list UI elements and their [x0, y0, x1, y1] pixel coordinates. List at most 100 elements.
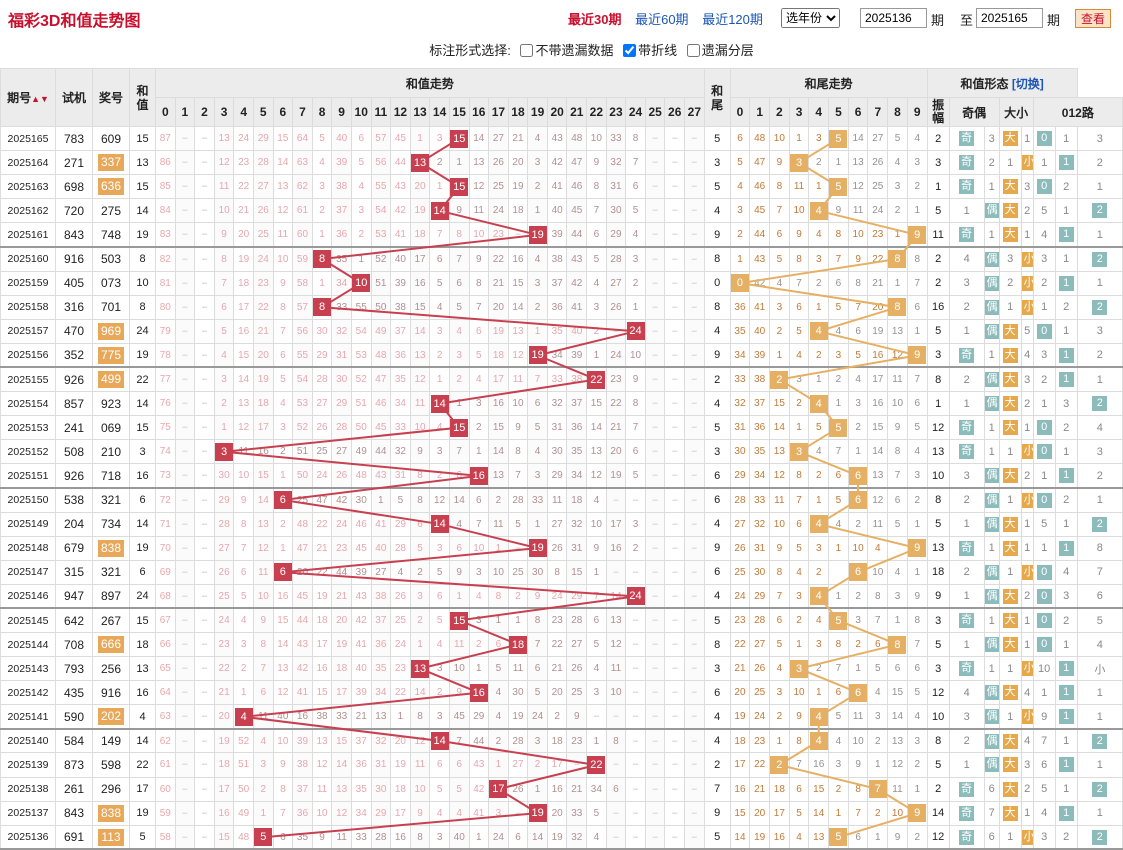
sum-cell: 13 [129, 150, 156, 176]
sum-miss-cell: 48 [292, 511, 313, 537]
table-row: 2025147 315 321 6 69 ━ ━ 26 6 11 6 20 22 44 39 27 4 2 5 9 3 1… [0, 559, 1123, 585]
shiji-cell: 261 [55, 776, 93, 802]
sum-miss-cell: 9 [507, 415, 529, 441]
lu-cell: 1 [1054, 704, 1078, 730]
switch-link[interactable]: [切换] [1011, 76, 1044, 91]
layer-checkbox[interactable] [686, 44, 700, 57]
sum-miss-cell: 10 [468, 535, 490, 561]
daxiao-cell-badge: 小 [1022, 661, 1033, 677]
daxiao-cell-badge: 大 [1002, 757, 1018, 773]
sum-col-4: 4 [233, 97, 254, 127]
sum-miss-cell: ━ [625, 487, 646, 513]
sum-miss-cell: 3 [448, 342, 470, 369]
sum-miss-cell: 83 [155, 222, 176, 248]
lu-badge: 0 [1036, 323, 1052, 339]
lu-cell: 1 [1054, 535, 1078, 561]
lu-cell: 1 [1032, 680, 1056, 706]
sum-hit-marker: 4 [234, 707, 253, 726]
tail-miss-cell: 6 [729, 125, 751, 152]
option-layer[interactable]: 遗漏分层 [686, 43, 754, 58]
jianghao-cell: 321 [92, 559, 130, 585]
jiou-cell: 4 [948, 680, 985, 706]
recent-30-link[interactable]: 最近30期 [568, 12, 622, 27]
daxiao-cell: 1 [998, 150, 1022, 176]
table-row: 2025165 783 609 15 87 ━ ━ 13 24 29 15 64 5 40 6 57 45 1 3 1… [0, 125, 1123, 152]
sum-cell: 4 [129, 704, 156, 730]
tail-hit-marker: 9 [908, 225, 927, 244]
sum-miss-cell: ━ [684, 463, 705, 489]
amplitude-cell: 3 [926, 150, 950, 176]
line-label: 带折线 [638, 43, 678, 58]
jiou-cell-badge: 偶 [985, 685, 999, 701]
sum-col-2: 2 [194, 97, 215, 127]
sum-miss-cell: 1 [448, 391, 470, 417]
sum-miss-cell: 44 [370, 439, 392, 465]
sum-miss-cell: ━ [174, 487, 196, 513]
option-line[interactable]: 带折线 [623, 43, 677, 58]
tail-miss-cell: 16 [867, 342, 889, 369]
sum-col-7: 7 [292, 97, 313, 127]
line-checkbox[interactable] [623, 44, 637, 57]
lu-cell: 8 [1076, 535, 1123, 561]
tail-col-5: 5 [828, 97, 849, 127]
sum-miss-cell: 1 [311, 270, 333, 296]
daxiao-cell-badge: 大 [1002, 516, 1018, 532]
daxiao-cell: 大 [998, 342, 1022, 369]
table-row: 2025164 271 337 13 86 ━ ━ 12 23 28 14 63 4 39 5 56 44 13 2… [0, 150, 1123, 176]
sum-miss-cell: 38 [331, 174, 352, 200]
tail-miss-cell: 10 [769, 511, 790, 537]
sum-miss-cell: 1 [233, 680, 254, 706]
end-period-input[interactable] [976, 8, 1043, 28]
lu-badge: 1 [1058, 709, 1074, 725]
sum-miss-cell: 21 [213, 680, 235, 706]
sum-hit-marker: 15 [450, 611, 469, 630]
jianghao-cell: 256 [92, 656, 130, 682]
year-select[interactable]: 选年份 [781, 8, 840, 28]
tail-miss-cell: 25 [749, 680, 771, 706]
recent-60-link[interactable]: 最近60期 [635, 12, 689, 27]
daxiao-cell: 4 [1020, 342, 1034, 369]
sum-miss-cell: 13 [586, 439, 607, 465]
tail-hit-cell: 4 [808, 511, 830, 537]
tail-miss-cell: 10 [788, 680, 810, 706]
tail-miss-cell: 8 [788, 463, 810, 489]
sum-hit-cell: 16 [468, 463, 490, 489]
jiou-cell-badge: 奇 [959, 227, 975, 243]
sum-miss-cell: 36 [331, 222, 352, 248]
table-row: 2025160 916 503 8 82 ━ ━ 8 19 24 10 59 8 35 1 52 40 17 6 7 9… [0, 246, 1123, 272]
sum-miss-cell: ━ [664, 776, 686, 802]
tail-miss-cell: 1 [788, 415, 810, 441]
tail-hit-marker: 7 [868, 780, 887, 799]
sum-miss-cell: 3 [468, 607, 490, 633]
sum-miss-cell: 2 [625, 270, 646, 296]
lu-cell: 1 [1054, 150, 1078, 176]
period-header[interactable]: 期号▲▼ [0, 68, 56, 127]
sum-miss-cell: ━ [174, 680, 196, 706]
amplitude-cell: 5 [926, 198, 950, 224]
query-button[interactable]: 查看 [1075, 9, 1112, 28]
table-row: 2025146 947 897 24 68 ━ ━ 25 5 10 16 45 19 21 43 38 26 3 6… [0, 583, 1123, 610]
sum-miss-cell: ━ [605, 824, 627, 850]
sum-hit-cell: 15 [448, 415, 470, 441]
recent-120-link[interactable]: 最近120期 [702, 12, 763, 27]
sort-icon[interactable]: ▲▼ [31, 94, 49, 104]
sum-miss-cell: 12 [272, 680, 294, 706]
tail-miss-cell: 25 [867, 174, 889, 200]
sum-miss-cell: 24 [390, 631, 411, 658]
sum-hit-cell: 22 [586, 366, 607, 393]
tail-cell: 3 [703, 439, 731, 465]
daxiao-cell-badge: 大 [1002, 131, 1018, 147]
sum-miss-cell: 20 [292, 559, 313, 585]
sum-miss-cell: 29 [605, 222, 627, 248]
daxiao-cell-badge: 小 [1022, 829, 1033, 845]
jiou-cell: 1 [948, 583, 985, 610]
sum-miss-cell: 8 [605, 728, 627, 754]
no-miss-checkbox[interactable] [520, 44, 534, 57]
start-period-input[interactable] [860, 8, 927, 28]
sum-miss-cell: 1 [527, 318, 548, 344]
sum-miss-cell: 7 [272, 800, 294, 826]
sum-hit-cell: 14 [429, 728, 450, 754]
option-no-miss[interactable]: 不带遗漏数据 [520, 43, 613, 58]
tail-miss-cell: 6 [828, 680, 849, 706]
jiou-cell: 1 [983, 342, 1000, 369]
